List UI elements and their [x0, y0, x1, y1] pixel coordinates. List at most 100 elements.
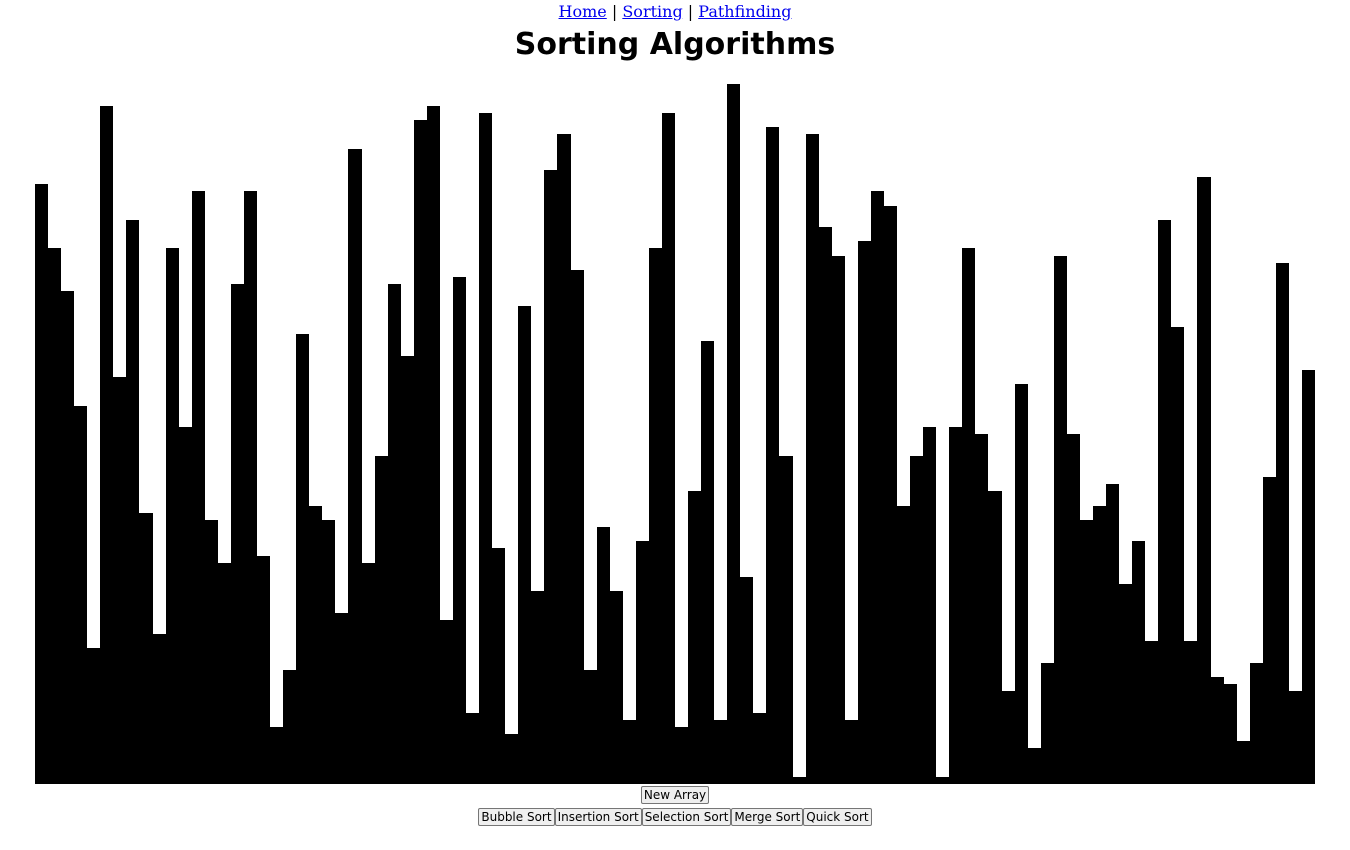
array-bar — [1015, 384, 1028, 784]
array-bar — [1002, 691, 1015, 784]
array-bar — [819, 227, 832, 784]
array-bar — [283, 670, 296, 784]
array-bar — [1132, 541, 1145, 784]
array-bar — [309, 506, 322, 784]
array-bar — [257, 556, 270, 784]
array-bar — [348, 149, 362, 784]
array-bar — [218, 563, 231, 784]
array-bar — [988, 491, 1002, 784]
array-bar — [1145, 641, 1158, 784]
array-bar — [714, 720, 727, 784]
array-bar — [531, 591, 544, 784]
new-array-button[interactable]: New Array — [641, 786, 709, 804]
nav-separator: | — [688, 2, 693, 21]
array-bar — [544, 170, 557, 784]
array-bar — [675, 727, 688, 784]
array-bar — [897, 506, 910, 784]
array-bar — [1067, 434, 1080, 784]
array-bar — [597, 527, 610, 784]
array-bar — [793, 777, 806, 784]
array-bar — [936, 777, 949, 784]
array-bar — [1106, 484, 1119, 784]
array-bar — [636, 541, 649, 784]
array-bar — [35, 184, 48, 784]
array-bar — [48, 248, 61, 784]
array-bar — [1093, 506, 1106, 784]
bar-array-visualization — [35, 70, 1315, 784]
array-bar — [388, 284, 401, 784]
array-bar — [192, 191, 205, 784]
array-bar — [505, 734, 518, 784]
array-bar — [61, 291, 74, 784]
array-bar — [949, 427, 962, 784]
array-bar — [335, 613, 348, 784]
array-bar — [1184, 641, 1197, 784]
array-bar — [1276, 263, 1289, 784]
page-title: Sorting Algorithms — [0, 24, 1350, 66]
array-bar — [205, 520, 218, 784]
array-bar — [688, 491, 701, 784]
array-bar — [231, 284, 244, 784]
array-bar — [414, 120, 427, 784]
array-bar — [1197, 177, 1211, 784]
array-bar — [1080, 520, 1093, 784]
array-bar — [362, 563, 375, 784]
array-bar — [1171, 327, 1184, 784]
merge-sort-button[interactable]: Merge Sort — [731, 808, 803, 826]
array-bar — [179, 427, 192, 784]
array-bar — [806, 134, 819, 784]
array-bar — [1211, 677, 1224, 784]
array-bar — [453, 277, 466, 784]
array-bar — [492, 548, 505, 784]
selection-sort-button[interactable]: Selection Sort — [642, 808, 732, 826]
nav-link-pathfinding[interactable]: Pathfinding — [698, 2, 791, 21]
array-bar — [440, 620, 453, 784]
array-bar — [153, 634, 166, 784]
array-bar — [1250, 663, 1263, 784]
array-bar — [100, 106, 113, 784]
array-bar — [832, 256, 845, 784]
array-bar — [623, 720, 636, 784]
array-bar — [923, 427, 936, 784]
array-bar — [1041, 663, 1054, 784]
array-bar — [858, 241, 871, 784]
array-bar — [557, 134, 571, 784]
array-controls: New Array — [0, 786, 1350, 804]
array-bar — [126, 220, 139, 784]
array-bar — [518, 306, 531, 784]
array-bar — [244, 191, 257, 784]
array-bar — [871, 191, 884, 784]
array-bar — [610, 591, 623, 784]
array-bar — [727, 84, 740, 784]
array-bar — [1054, 256, 1067, 784]
array-bar — [779, 456, 793, 784]
array-bar — [427, 106, 440, 784]
array-bar — [962, 248, 975, 784]
nav-link-sorting[interactable]: Sorting — [622, 2, 682, 21]
array-bar — [1237, 741, 1250, 784]
array-bar — [166, 248, 179, 784]
algorithm-controls: Bubble Sort Insertion Sort Selection Sort M… — [0, 808, 1350, 826]
array-bar — [74, 406, 87, 784]
array-bar — [766, 127, 779, 784]
array-bar — [649, 248, 662, 784]
array-bar — [753, 713, 766, 784]
array-bar — [270, 727, 283, 784]
array-bar — [479, 113, 492, 784]
nav-link-home[interactable]: Home — [559, 2, 607, 21]
array-bar — [87, 648, 100, 784]
array-bar — [322, 520, 335, 784]
array-bar — [1263, 477, 1276, 784]
array-bar — [571, 270, 584, 784]
quick-sort-button[interactable]: Quick Sort — [803, 808, 871, 826]
array-bar — [139, 513, 153, 784]
insertion-sort-button[interactable]: Insertion Sort — [555, 808, 642, 826]
array-bar — [884, 206, 897, 784]
array-bar — [375, 456, 388, 784]
array-bar — [1158, 220, 1171, 784]
array-bar — [584, 670, 597, 784]
array-bar — [296, 334, 309, 784]
bubble-sort-button[interactable]: Bubble Sort — [478, 808, 554, 826]
array-bar — [1289, 691, 1302, 784]
